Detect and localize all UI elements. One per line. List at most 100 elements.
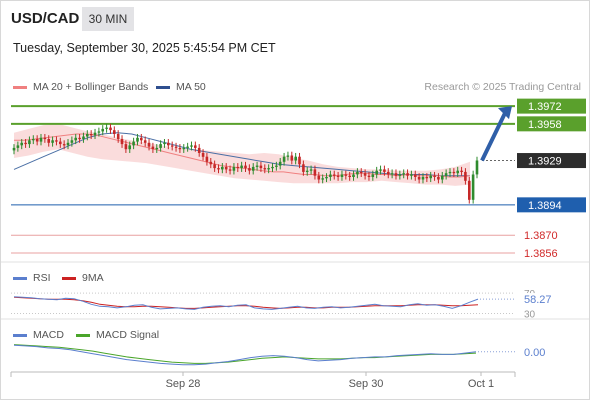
candle-body: [39, 137, 43, 142]
candle-body: [151, 146, 155, 150]
candle-body: [437, 177, 440, 180]
candle-body: [120, 139, 124, 145]
legend-label: MACD: [33, 329, 64, 341]
candle-body: [383, 169, 386, 172]
candle-body: [167, 142, 170, 146]
chart-datetime: Tuesday, September 30, 2025 5:45:54 PM C…: [13, 41, 276, 55]
candle-body: [394, 173, 398, 176]
candle-body: [205, 156, 209, 162]
candle-body: [109, 127, 112, 131]
candle-body: [197, 147, 201, 153]
candle-body: [298, 156, 301, 165]
candle-body: [97, 131, 101, 133]
rsi-value-bg: [520, 293, 560, 306]
candle-body: [201, 153, 205, 157]
candle-body: [190, 145, 193, 147]
candle-body: [155, 147, 159, 150]
legend-label: MACD Signal: [96, 329, 160, 341]
legend-swatch: [62, 276, 76, 280]
support-price-label-bg: [517, 197, 586, 213]
candle-body: [332, 174, 336, 176]
target-price-label-bg: [517, 98, 586, 114]
candle-body: [221, 166, 224, 170]
candle-body: [309, 169, 313, 171]
candle-body: [290, 155, 294, 161]
candle-body: [336, 175, 340, 177]
candle-body: [468, 180, 471, 200]
candle-body: [475, 160, 479, 175]
candle-body: [302, 164, 305, 172]
candle-body: [105, 127, 108, 129]
candle-body: [236, 166, 240, 169]
legend-swatch: [13, 276, 27, 280]
candle-body: [371, 174, 375, 177]
candle-body: [367, 175, 371, 177]
candle-body: [444, 173, 448, 176]
macd-signal-line: [13, 344, 477, 364]
candle-body: [194, 145, 197, 148]
candle-body: [471, 174, 475, 200]
candle-body: [255, 165, 259, 167]
candle-body: [248, 168, 251, 171]
candle-body: [186, 146, 189, 148]
candle-body: [456, 170, 459, 174]
candle-body: [32, 139, 35, 141]
candle-body: [387, 171, 390, 175]
candle-body: [317, 175, 321, 180]
candle-body: [452, 171, 456, 174]
candle-body: [35, 139, 39, 142]
candle-body: [359, 171, 363, 174]
legend-swatch: [156, 85, 170, 89]
candle-body: [217, 168, 220, 170]
legend-rsi-9ma: 9MA: [62, 272, 104, 284]
legend-label: 9MA: [82, 272, 104, 284]
candle-body: [417, 177, 421, 180]
legend-ma20-bollinger: MA 20 + Bollinger Bands: [13, 81, 148, 93]
candle-body: [209, 161, 213, 165]
timeframe-badge[interactable]: 30 MIN: [82, 7, 134, 31]
candle-body: [12, 147, 16, 151]
legend-label: MA 50: [176, 81, 206, 93]
candle-body: [356, 171, 359, 175]
candle-body: [464, 171, 467, 181]
candle-body: [124, 144, 128, 150]
candle-body: [448, 171, 452, 174]
rsi-line: [13, 296, 479, 310]
candle-body: [24, 142, 27, 145]
target-price-label-bg: [517, 116, 586, 132]
candle-body: [140, 137, 143, 141]
legend-macd: MACD: [13, 329, 64, 341]
candle-body: [344, 174, 348, 176]
candle-body: [101, 128, 104, 132]
candle-body: [390, 173, 394, 175]
candle-body: [113, 130, 116, 134]
price-level-label: 1.3856: [524, 248, 558, 260]
candle-body: [441, 175, 444, 180]
macd-line: [13, 344, 477, 366]
candle-body: [136, 137, 139, 142]
legend-label: RSI: [33, 272, 51, 284]
legend-rsi: RSI: [13, 272, 51, 284]
candle-body: [132, 141, 135, 146]
candle-body: [278, 161, 282, 166]
candle-body: [421, 177, 425, 180]
bollinger-band: [14, 123, 470, 186]
candle-body: [43, 137, 47, 140]
candle-body: [28, 140, 31, 145]
candle-body: [325, 177, 328, 179]
target-price-label: 1.3972: [528, 101, 562, 113]
candle-body: [271, 166, 274, 169]
candle-body: [74, 137, 77, 141]
candle-body: [433, 175, 436, 177]
candle-body: [251, 166, 255, 171]
candle-body: [182, 147, 186, 150]
candle-body: [313, 169, 317, 176]
ma50-line: [13, 132, 470, 177]
legend-macd-signal: MACD Signal: [76, 329, 159, 341]
candle-body: [429, 175, 432, 179]
candle-body: [267, 168, 270, 170]
candle-body: [20, 142, 23, 146]
candle-body: [305, 170, 309, 172]
legend-label: MA 20 + Bollinger Bands: [33, 81, 149, 93]
